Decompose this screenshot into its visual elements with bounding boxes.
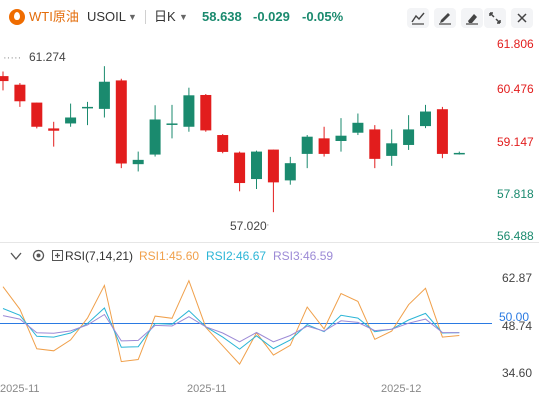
- date-axis-tick: 2025-11: [0, 383, 40, 395]
- candle-body[interactable]: [386, 143, 398, 156]
- candle-body[interactable]: [200, 94, 212, 131]
- close-icon[interactable]: [511, 8, 533, 28]
- collapse-indicator-icon[interactable]: [10, 250, 22, 262]
- instrument-name[interactable]: WTI原油: [29, 9, 79, 24]
- price-change: -0.029: [253, 9, 290, 24]
- candle-body[interactable]: [284, 163, 296, 181]
- candle-body[interactable]: [369, 129, 381, 159]
- rsi-axis-tick: 50.00: [499, 310, 530, 324]
- candle-body[interactable]: [14, 84, 26, 102]
- expand-icon[interactable]: [484, 8, 506, 28]
- price-axis-tick: 60.476: [497, 82, 534, 96]
- candle-body[interactable]: [183, 95, 195, 127]
- candle-body[interactable]: [48, 128, 60, 131]
- indicator-name[interactable]: RSI(7,14,21): [65, 249, 134, 263]
- rsi1-value: RSI1:45.60: [139, 249, 200, 263]
- candle-body[interactable]: [403, 129, 415, 145]
- draw-line-icon[interactable]: [407, 8, 429, 28]
- candle-body[interactable]: [82, 106, 93, 109]
- pen-icon[interactable]: [434, 8, 456, 28]
- candle-body[interactable]: [453, 152, 465, 155]
- high-price-label: 61.274: [29, 50, 66, 64]
- high-dots: ·····: [3, 52, 22, 64]
- price-axis-tick: 59.147: [497, 135, 534, 149]
- price-axis-tick: 56.488: [497, 229, 534, 243]
- candle-body[interactable]: [0, 76, 9, 82]
- candle-body[interactable]: [267, 149, 279, 183]
- candle-body[interactable]: [335, 135, 347, 141]
- rsi-axis-tick: 62.87: [502, 271, 533, 285]
- candle-body[interactable]: [149, 119, 161, 155]
- candle-body[interactable]: [132, 159, 144, 165]
- symbol-dropdown-icon[interactable]: ▼: [128, 12, 137, 22]
- candlestick-chart[interactable]: [0, 0, 539, 250]
- rsi3-line: [2, 313, 460, 343]
- candle-body[interactable]: [166, 123, 178, 125]
- low-dots: ·: [266, 219, 270, 231]
- period-selector[interactable]: 日K: [154, 9, 176, 24]
- price-axis-tick: 57.818: [497, 187, 534, 201]
- period-dropdown-icon[interactable]: ▼: [179, 12, 188, 22]
- rsi-axis-tick: 48.74: [502, 319, 533, 333]
- candle-body[interactable]: [420, 111, 431, 127]
- oil-drop-icon: [9, 9, 25, 25]
- symbol-selector[interactable]: USOIL: [87, 9, 127, 24]
- date-axis-tick: 2025-12: [381, 383, 422, 395]
- indicator-menu-icon[interactable]: [52, 250, 63, 261]
- pane-divider: [0, 242, 539, 243]
- candle-body[interactable]: [31, 102, 43, 127]
- settings-icon[interactable]: [32, 249, 45, 262]
- candle-body[interactable]: [318, 138, 330, 154]
- low-price-label: 57.020: [230, 219, 267, 233]
- rsi-axis-tick: 34.60: [502, 366, 533, 380]
- last-price: 58.638: [202, 9, 242, 24]
- header-divider: [145, 10, 146, 24]
- rsi3-value: RSI3:46.59: [273, 249, 334, 263]
- rsi2-value: RSI2:46.67: [206, 249, 267, 263]
- candle-body[interactable]: [436, 109, 448, 154]
- candle-body[interactable]: [352, 122, 364, 133]
- candle-body[interactable]: [217, 135, 229, 152]
- candle-body[interactable]: [65, 117, 77, 124]
- rsi2-line: [2, 307, 460, 350]
- chart-header: WTI原油 USOIL ▼ 日K ▼ 58.638 -0.029 -0.05%: [0, 0, 539, 34]
- candle-body[interactable]: [301, 136, 313, 154]
- candle-body[interactable]: [115, 80, 127, 164]
- eraser-icon[interactable]: [461, 8, 483, 28]
- price-axis-tick: 61.806: [497, 37, 534, 51]
- rsi1-line: [2, 279, 460, 365]
- date-axis-tick: 2025-11: [187, 383, 227, 395]
- candle-body[interactable]: [251, 151, 262, 180]
- price-change-percent: -0.05%: [302, 9, 344, 24]
- candle-body[interactable]: [98, 81, 110, 109]
- candle-body[interactable]: [234, 152, 246, 184]
